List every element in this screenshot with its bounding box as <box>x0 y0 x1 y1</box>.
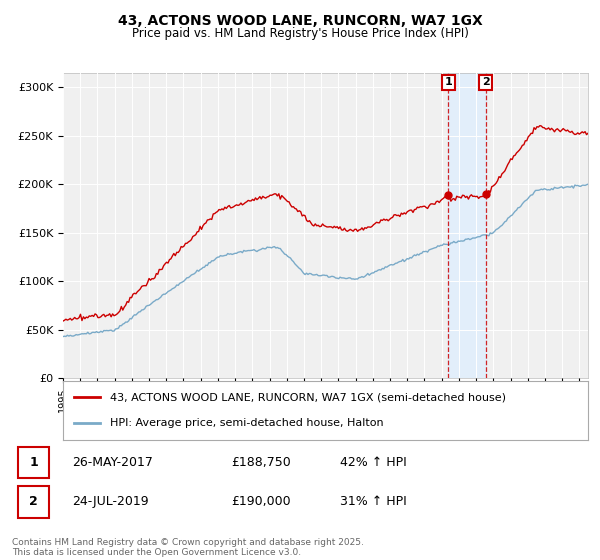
Text: HPI: Average price, semi-detached house, Halton: HPI: Average price, semi-detached house,… <box>110 418 384 428</box>
Text: 1: 1 <box>29 456 38 469</box>
FancyBboxPatch shape <box>18 447 49 478</box>
Text: £188,750: £188,750 <box>231 456 290 469</box>
Text: 2: 2 <box>29 496 38 508</box>
FancyBboxPatch shape <box>18 486 49 518</box>
Text: 24-JUL-2019: 24-JUL-2019 <box>73 496 149 508</box>
Text: 43, ACTONS WOOD LANE, RUNCORN, WA7 1GX: 43, ACTONS WOOD LANE, RUNCORN, WA7 1GX <box>118 14 482 28</box>
Text: 1: 1 <box>445 77 452 87</box>
Text: 2: 2 <box>482 77 490 87</box>
Text: £190,000: £190,000 <box>231 496 290 508</box>
Text: 43, ACTONS WOOD LANE, RUNCORN, WA7 1GX (semi-detached house): 43, ACTONS WOOD LANE, RUNCORN, WA7 1GX (… <box>110 392 506 402</box>
Text: 42% ↑ HPI: 42% ↑ HPI <box>340 456 407 469</box>
Text: Price paid vs. HM Land Registry's House Price Index (HPI): Price paid vs. HM Land Registry's House … <box>131 27 469 40</box>
Text: Contains HM Land Registry data © Crown copyright and database right 2025.
This d: Contains HM Land Registry data © Crown c… <box>12 538 364 557</box>
Text: 26-MAY-2017: 26-MAY-2017 <box>73 456 154 469</box>
Text: 31% ↑ HPI: 31% ↑ HPI <box>340 496 407 508</box>
Bar <box>448 73 486 378</box>
